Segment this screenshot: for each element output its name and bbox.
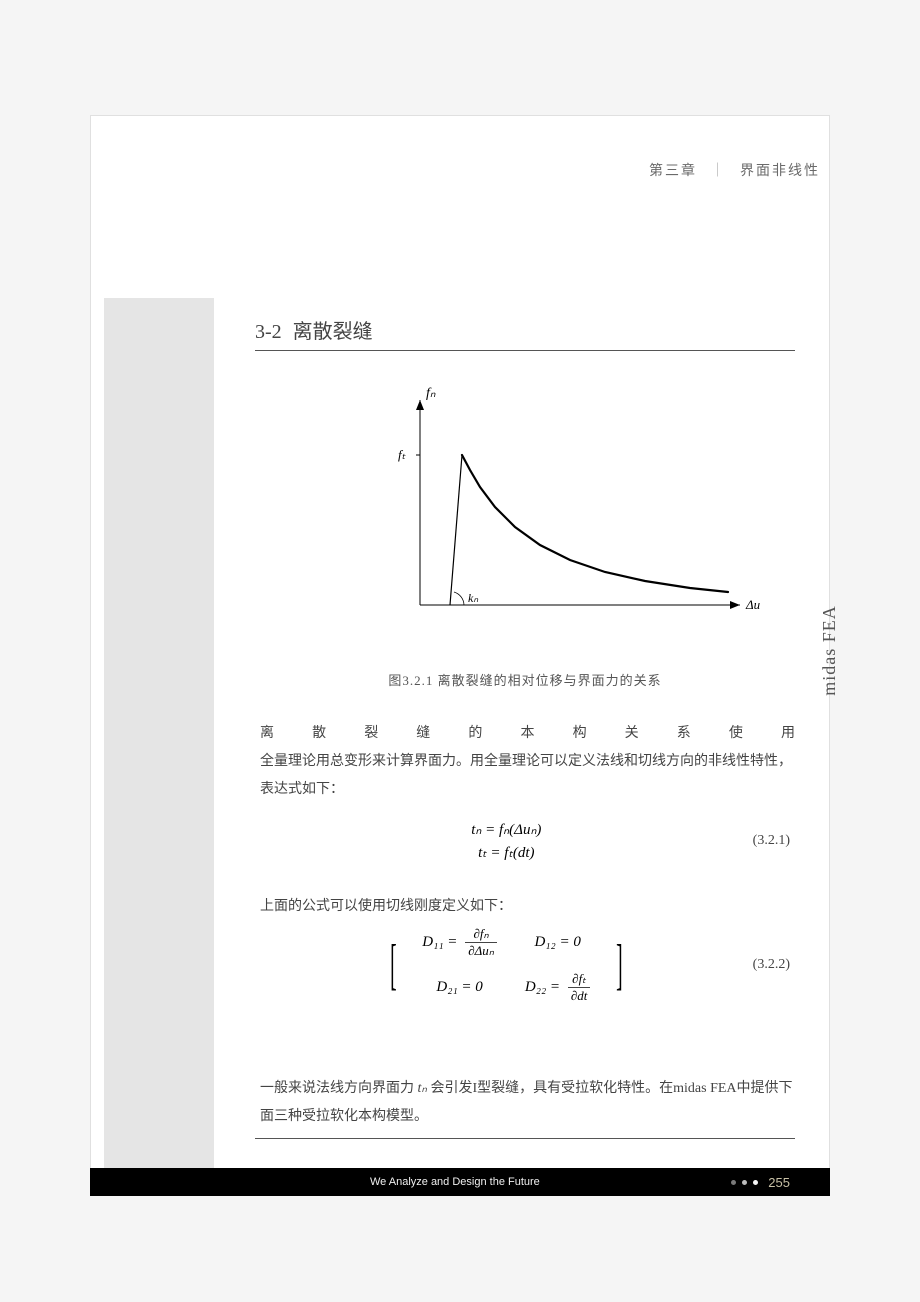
- p1-line1: 离散裂缝的本构关系使用: [260, 720, 795, 748]
- chapter-label: 第三章: [649, 164, 697, 179]
- footer-tagline: We Analyze and Design the Future: [370, 1176, 540, 1188]
- eq2-m11-top: ∂fₙ: [465, 926, 497, 943]
- dot-3: [753, 1180, 758, 1185]
- section-rule: [255, 350, 795, 351]
- page-number: 255: [768, 1175, 790, 1190]
- page-footer: We Analyze and Design the Future 255: [90, 1168, 830, 1196]
- eq2-m22-bot: ∂dt: [568, 988, 591, 1004]
- paragraph-2: 上面的公式可以使用切线刚度定义如下：: [260, 895, 795, 915]
- section-number: 3-2: [255, 321, 282, 343]
- header-separator: ｜: [711, 164, 727, 179]
- svg-text:fₙ: fₙ: [426, 386, 436, 401]
- eq1-number: (3.2.1): [753, 833, 800, 849]
- footer-dots: 255: [731, 1175, 790, 1190]
- equation-1: tₙ = fₙ(Δuₙ) tₜ = fₜ(dt) (3.2.1): [260, 820, 800, 862]
- figure-caption: 图3.2.1 离散裂缝的相对位移与界面力的关系: [255, 670, 795, 689]
- section-name: 离散裂缝: [293, 321, 373, 343]
- section-title: 3-2 离散裂缝: [255, 315, 373, 344]
- paragraph-1: 离散裂缝的本构关系使用 全量理论用总变形来计算界面力。用全量理论可以定义法线和切…: [260, 720, 795, 804]
- eq2-m22-top: ∂fₜ: [568, 971, 591, 988]
- eq2-m22-lhs: D₂₂ =: [525, 979, 560, 995]
- content-end-rule: [255, 1138, 795, 1139]
- dot-1: [731, 1180, 736, 1185]
- page-header: 第三章 ｜ 界面非线性: [649, 160, 820, 180]
- eq2-m12: D₁₂ = 0: [511, 920, 604, 965]
- eq2-m11-lhs: D₁₁ =: [422, 934, 457, 950]
- eq1-body: tₙ = fₙ(Δuₙ) tₜ = fₜ(dt): [260, 820, 753, 862]
- eq1-line2: tₜ = fₜ(dt): [260, 843, 753, 862]
- figure-chart: fₙ fₜ kₙ Δuₙ: [360, 375, 760, 645]
- equation-2: [ D₁₁ = ∂fₙ ∂Δuₙ D₁₂ = 0 D₂₁ = 0 D₂: [260, 920, 800, 1010]
- chapter-title: 界面非线性: [740, 164, 820, 179]
- sidebar-box: [104, 298, 214, 1168]
- eq2-number: (3.2.2): [753, 957, 800, 973]
- svg-text:Δuₙ: Δuₙ: [745, 597, 760, 612]
- dot-2: [742, 1180, 747, 1185]
- eq2-m21: D₂₁ = 0: [408, 965, 511, 1010]
- eq1-line1: tₙ = fₙ(Δuₙ): [260, 820, 753, 839]
- eq2-m11-bot: ∂Δuₙ: [465, 943, 497, 959]
- p3-a: 一般来说法线方向界面力: [260, 1081, 418, 1096]
- svg-text:kₙ: kₙ: [468, 591, 478, 605]
- p1-line3: 表达式如下：: [260, 776, 795, 804]
- chart-svg: fₙ fₜ kₙ Δuₙ: [360, 375, 760, 645]
- p1-line2: 全量理论用总变形来计算界面力。用全量理论可以定义法线和切线方向的非线性特性，: [260, 748, 795, 776]
- p3-var: tₙ: [418, 1081, 427, 1096]
- svg-text:fₜ: fₜ: [398, 447, 407, 462]
- paragraph-3: 一般来说法线方向界面力 tₙ 会引发I型裂缝，具有受拉软化特性。在midas F…: [260, 1075, 795, 1131]
- eq2-body: [ D₁₁ = ∂fₙ ∂Δuₙ D₁₂ = 0 D₂₁ = 0 D₂: [260, 920, 753, 1010]
- side-brand-label: midas FEA: [819, 605, 840, 696]
